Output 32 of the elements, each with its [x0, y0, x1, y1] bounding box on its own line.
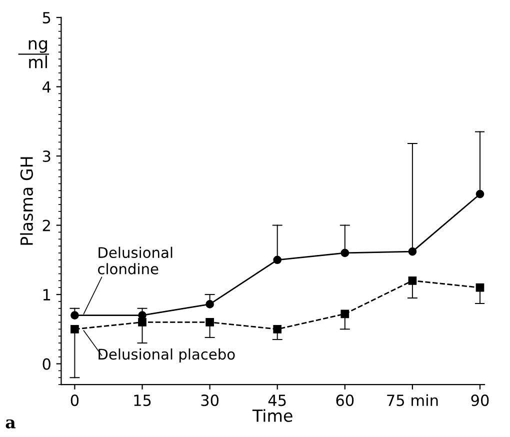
y-axis-title: Plasma GH: [20, 157, 33, 245]
y-tick-label: 0: [42, 358, 50, 370]
x-axis-title: Time: [252, 409, 292, 422]
text: Delusional clondine: [98, 246, 172, 274]
y-tick-label: 3: [42, 150, 50, 162]
x-tick-label: 15: [134, 394, 151, 406]
y-tick-label: 1: [43, 289, 50, 300]
x-tick-label: 30: [201, 394, 219, 406]
x-tick-label: 45: [268, 394, 286, 406]
point: [340, 248, 350, 258]
series-label: Delusional placebo: [98, 348, 235, 363]
x-tick-label: 75 min: [387, 394, 438, 406]
x-tick-label: 60: [336, 394, 354, 406]
text: a: [6, 419, 16, 428]
y-tick-label: 4: [42, 81, 51, 93]
point: [273, 256, 282, 264]
y-tick-label: 2: [42, 220, 50, 232]
point: [206, 318, 214, 326]
y-tick-label: 5: [42, 12, 50, 24]
point: [206, 300, 214, 308]
point: [138, 318, 146, 326]
x-tick-label: 90: [471, 394, 489, 406]
x-tick-label: 0: [70, 394, 79, 406]
point: [408, 276, 417, 285]
point: [273, 324, 282, 334]
point: [70, 311, 79, 320]
point: [476, 190, 484, 198]
point: [408, 247, 417, 256]
point: [70, 324, 79, 334]
point: [476, 283, 484, 292]
point: [340, 310, 350, 318]
text: ng ml: [28, 40, 47, 68]
